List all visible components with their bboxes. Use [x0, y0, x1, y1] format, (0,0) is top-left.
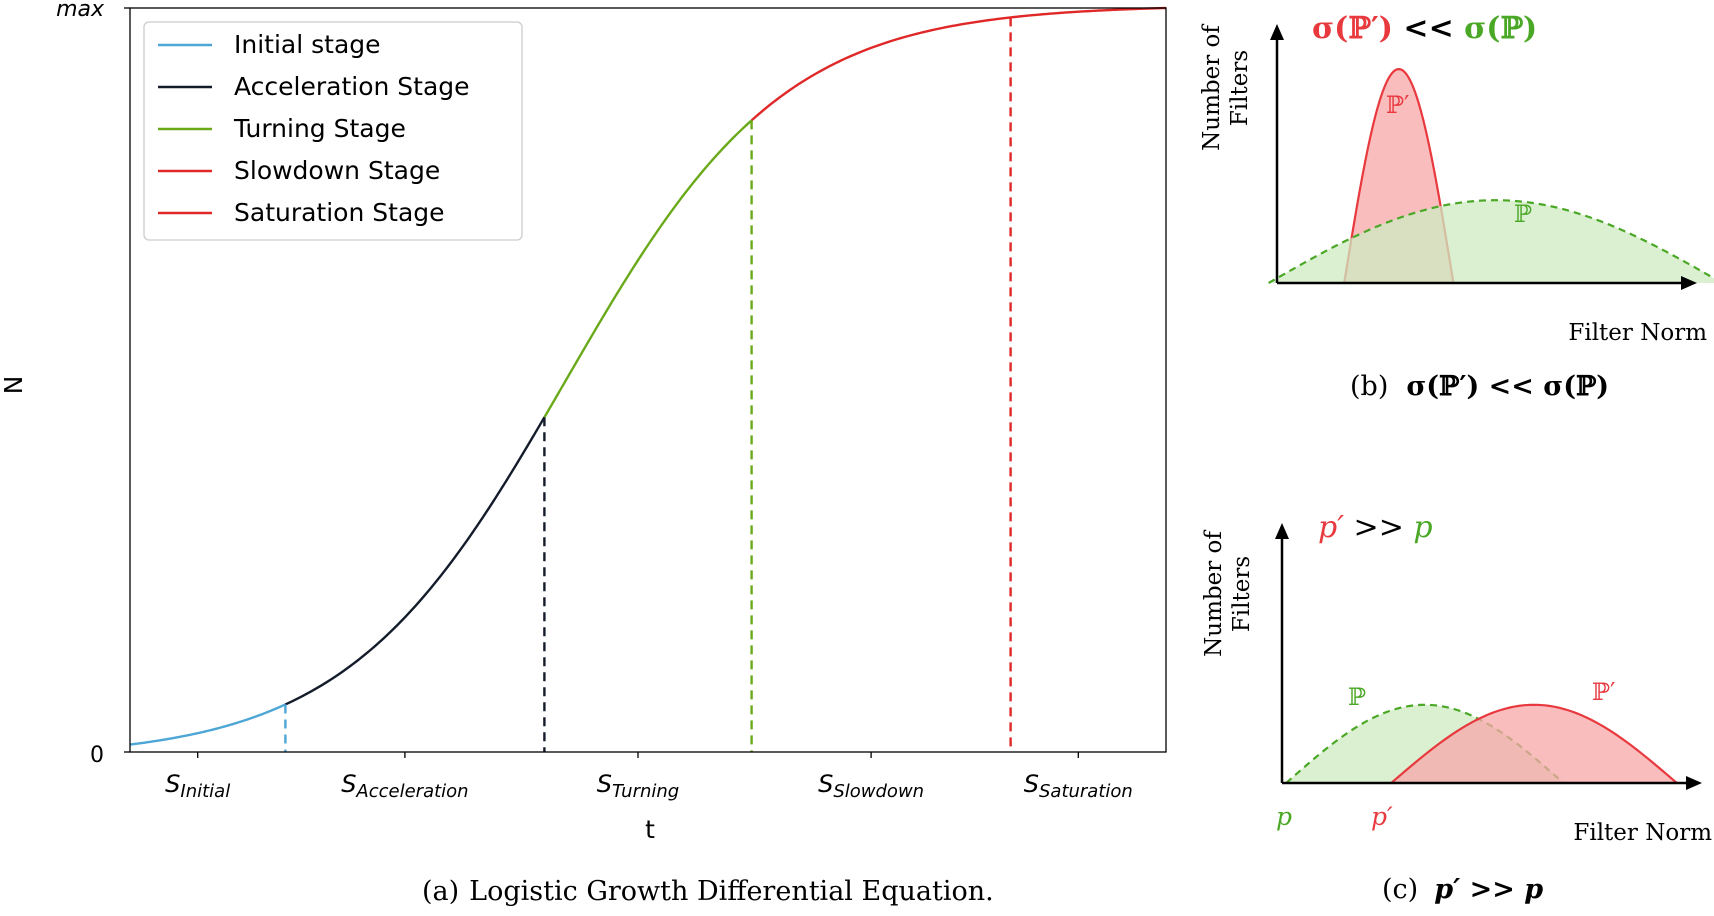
x-axis-label: t: [645, 815, 655, 844]
legend-label-1: Initial stage: [234, 30, 381, 59]
caption-a-text: Logistic Growth Differential Equation.: [469, 876, 994, 907]
caption-a-label: (a): [422, 876, 459, 907]
legend-box: [143, 21, 523, 241]
legend: Initial stage Acceleration Stage Turning S…: [143, 21, 523, 241]
legend-label-5: Saturation Stage: [234, 198, 445, 227]
panel-c-filter-distribution: Number of Filters Filter Norm p′ >> p ℙ …: [1201, 510, 1712, 905]
caption-b-label: (b): [1350, 371, 1388, 402]
title-left: σ(ℙ′): [1312, 11, 1393, 46]
x-tick-label-base: S: [818, 770, 833, 798]
distribution-fill-2: [1268, 200, 1714, 283]
y-axis-label-line2: Filters: [1229, 556, 1255, 632]
logistic-curve-segments: [129, 6, 1167, 746]
y-axis-arrow: [1275, 523, 1289, 539]
caption-c: (c) p′ >> p: [1382, 874, 1543, 905]
series-label-p: ℙ: [1514, 200, 1532, 228]
title-left: p′: [1318, 510, 1344, 545]
distribution-curve-2: [1390, 703, 1678, 784]
distribution-shapes: [1268, 67, 1714, 284]
stage-boundary-lines: [284, 17, 1012, 752]
panel-b-title: σ(ℙ′) << σ(ℙ): [1312, 11, 1537, 46]
x-mark-p-prime: p′: [1371, 802, 1393, 831]
x-tick-label-4: SSlowdown: [818, 770, 924, 802]
curve-segment-4: [750, 16, 1011, 122]
x-axis-label: Filter Norm: [1568, 320, 1707, 346]
y-axis-label-line1: Number of: [1201, 530, 1227, 657]
curve-segment-3: [543, 119, 753, 418]
distribution-fill-2: [1391, 704, 1677, 783]
panel-c-title: p′ >> p: [1318, 510, 1433, 545]
caption-c-label: (c): [1382, 874, 1418, 905]
x-tick-label-base: S: [597, 770, 612, 798]
y-axis-label-line2: Filters: [1227, 50, 1253, 126]
distribution-shapes: [1285, 703, 1678, 784]
y-tick-label-max: max: [56, 0, 105, 22]
curve-segment-1: [129, 703, 286, 746]
x-axis-label: Filter Norm: [1573, 820, 1712, 846]
y-axis-label-line1: Number of: [1199, 24, 1225, 151]
x-tick-label-sub: Saturation: [1039, 781, 1133, 802]
x-tick-label-sub: Turning: [612, 781, 679, 802]
y-axis-arrow: [1270, 24, 1284, 40]
distribution-curve-1: [1343, 67, 1455, 284]
title-operator: <<: [1393, 11, 1464, 46]
caption-b: (b) σ(ℙ′) << σ(ℙ): [1350, 371, 1609, 402]
x-tick-label-base: S: [165, 770, 180, 798]
x-ticks: SInitial SAcceleration STurning SSlowdown SS…: [165, 752, 1133, 802]
panel-a-logistic-chart: SInitial SAcceleration STurning SSlowdown SS…: [0, 0, 1167, 907]
y-ticks: 0 max: [56, 0, 130, 768]
legend-entries: Initial stage Acceleration Stage Turning S…: [158, 30, 470, 227]
legend-label-3: Turning Stage: [233, 114, 406, 143]
x-mark-p: p: [1276, 802, 1292, 831]
title-operator: >>: [1344, 510, 1413, 545]
legend-label-2: Acceleration Stage: [234, 72, 470, 101]
caption-c-formula: p′ >> p: [1434, 874, 1543, 905]
plot-frame: [129, 7, 1167, 753]
x-tick-label-3: STurning: [597, 770, 679, 802]
series-label-p-prime: ℙ′: [1592, 678, 1616, 706]
x-axis-arrow: [1681, 276, 1697, 290]
title-right: p: [1413, 510, 1432, 545]
x-axis-arrow: [1686, 776, 1702, 790]
series-label-p: ℙ: [1348, 683, 1366, 711]
caption-a: (a) Logistic Growth Differential Equation…: [422, 876, 994, 907]
x-tick-label-2: SAcceleration: [341, 770, 468, 802]
x-tick-label-5: SSaturation: [1024, 770, 1133, 802]
curve-segment-5: [1010, 6, 1167, 19]
y-tick-label-zero: 0: [90, 743, 104, 768]
x-tick-label-sub: Acceleration: [355, 781, 468, 802]
x-tick-label-base: S: [1024, 770, 1039, 798]
caption-b-formula: σ(ℙ′) << σ(ℙ): [1406, 371, 1609, 402]
x-tick-label-base: S: [341, 770, 356, 798]
x-tick-label-sub: Slowdown: [833, 781, 924, 802]
legend-label-4: Slowdown Stage: [234, 156, 440, 185]
series-label-p-prime: ℙ′: [1386, 91, 1410, 119]
distribution-curve-2: [1268, 199, 1714, 284]
x-tick-label-1: SInitial: [165, 770, 230, 802]
x-tick-label-sub: Initial: [180, 781, 230, 802]
y-axis-label: N: [0, 376, 28, 395]
curve-segment-2: [284, 416, 546, 706]
panel-b-filter-distribution: Number of Filters Filter Norm σ(ℙ′) << σ…: [1199, 11, 1714, 402]
title-right: σ(ℙ): [1464, 11, 1537, 46]
